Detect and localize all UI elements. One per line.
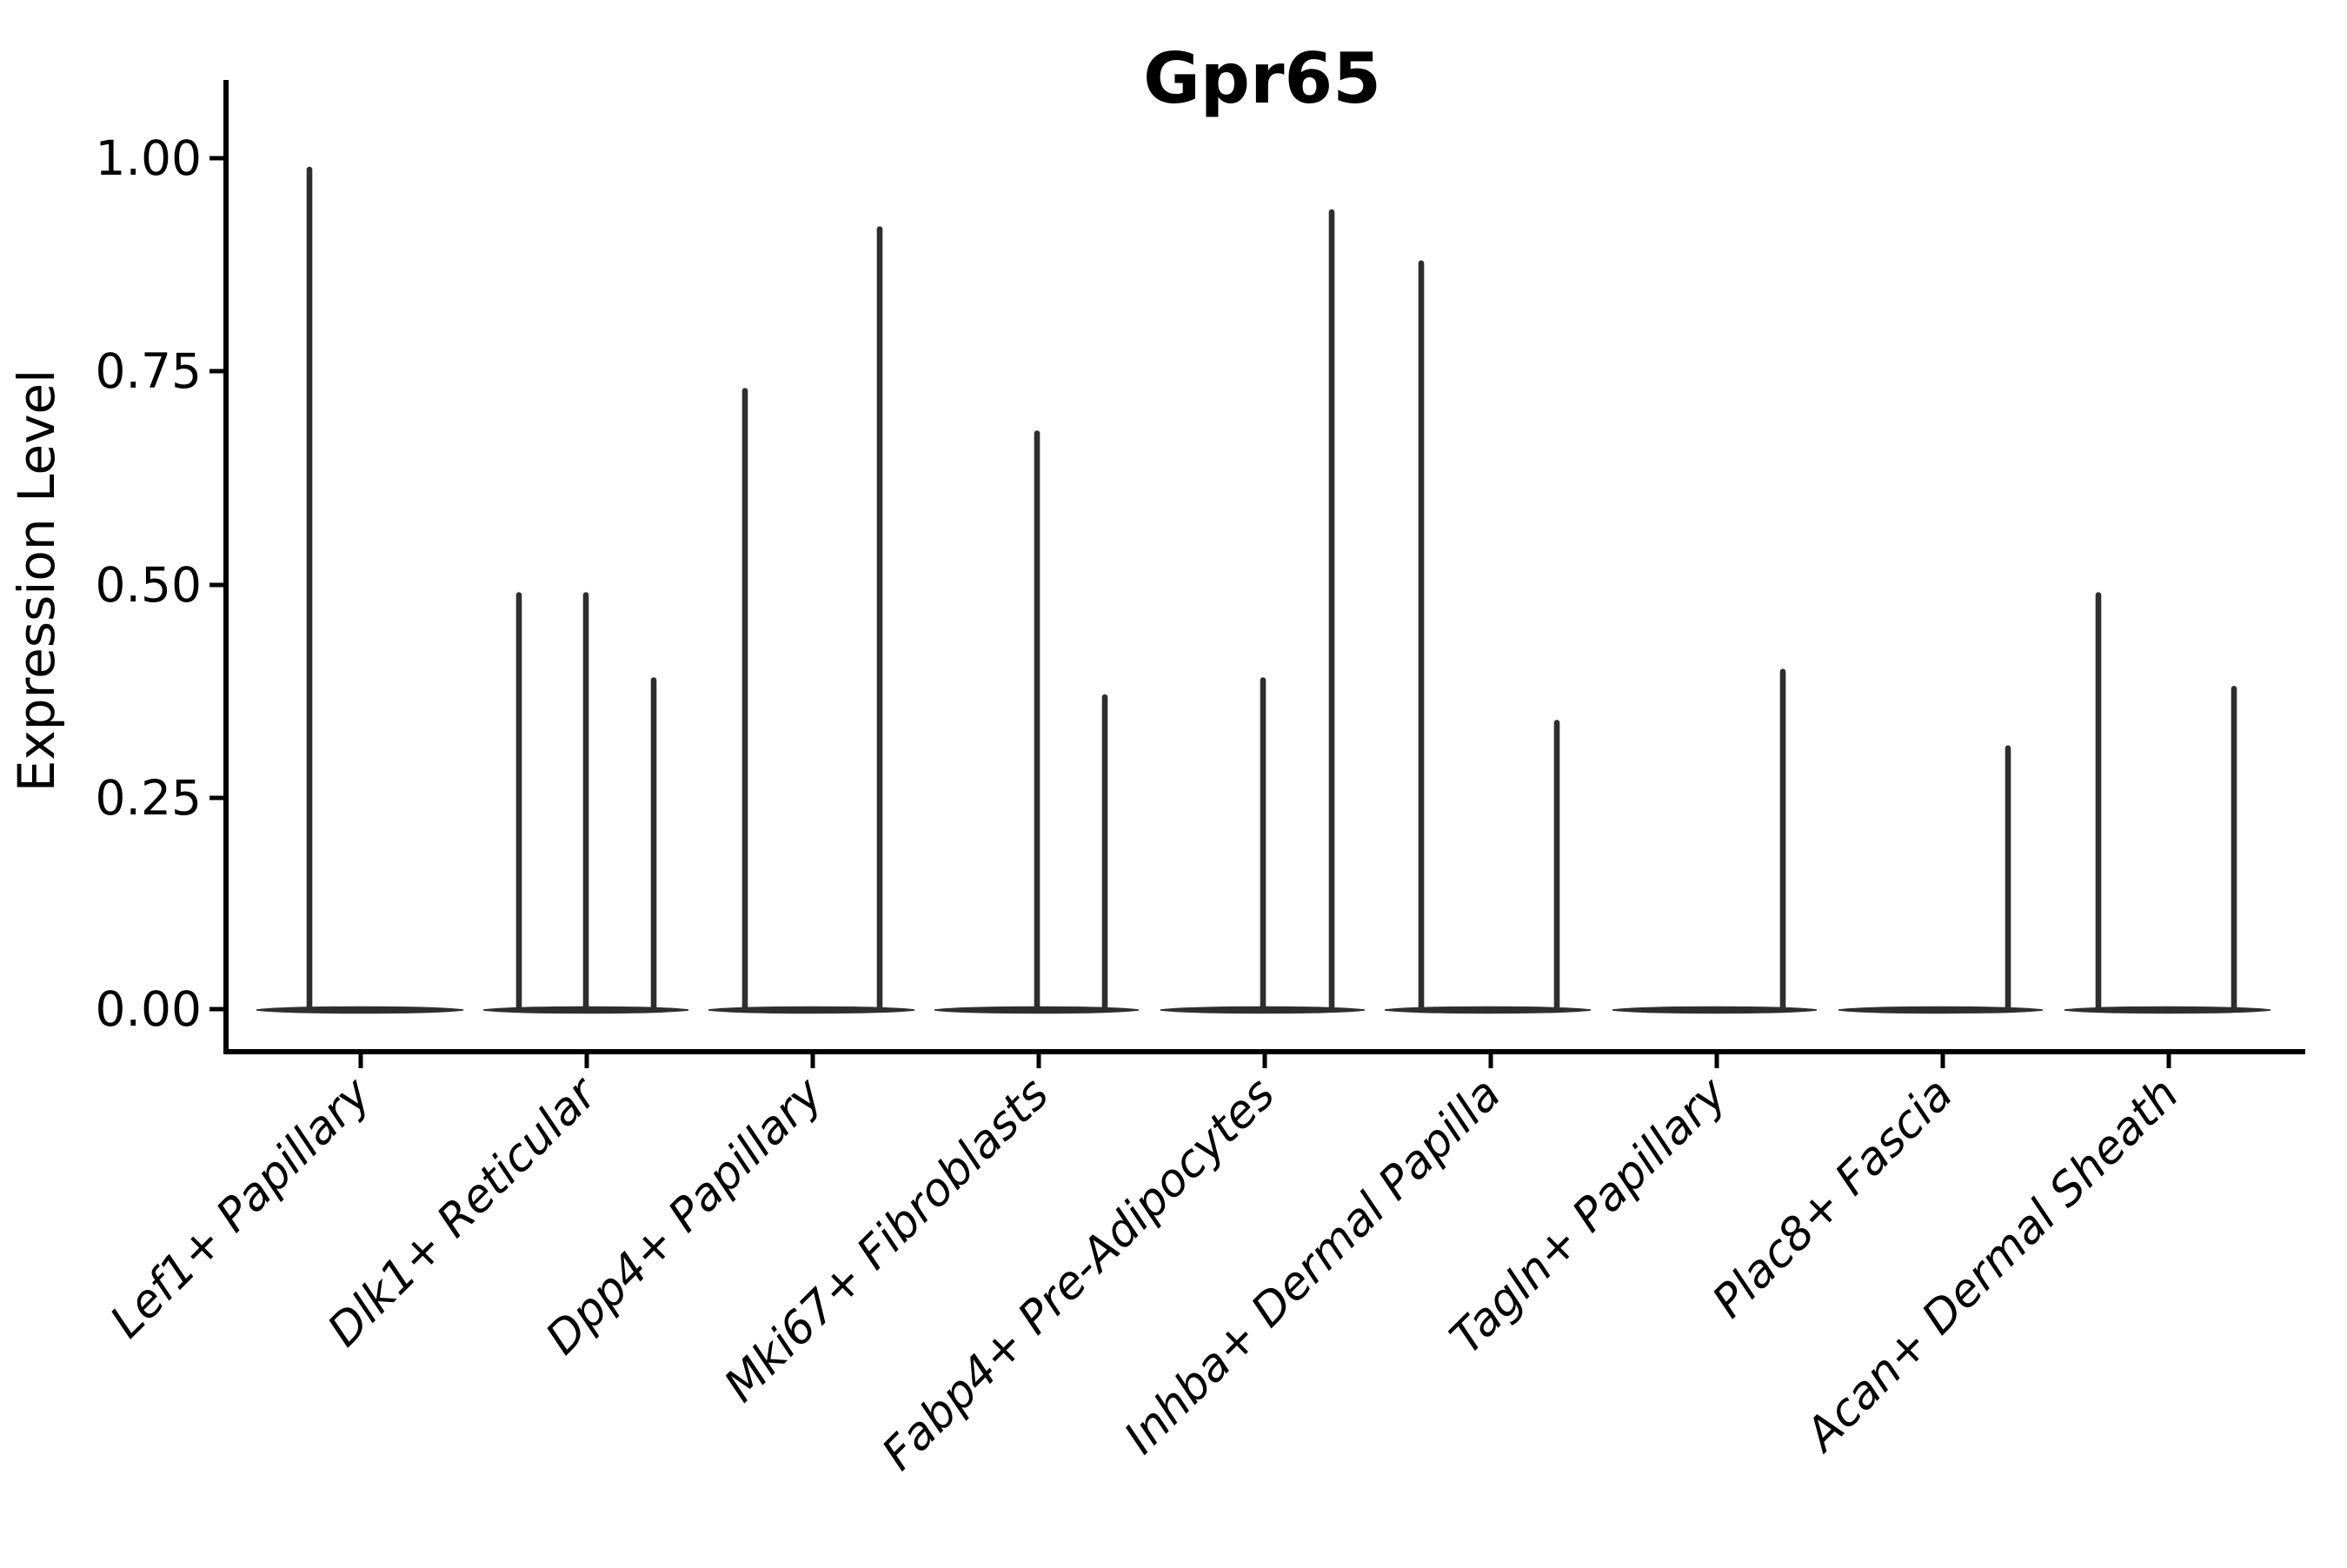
x-tick-label: Fabp4+ Pre-Adipocytes: [873, 1068, 1286, 1481]
violin: [256, 166, 464, 1014]
violin-base: [256, 1006, 464, 1014]
violin-spike: [1418, 260, 1425, 1011]
violin: [482, 592, 689, 1014]
y-axis-ticks: 0.00 0.25 0.50 0.75 1.00: [96, 130, 226, 1037]
violin-spike: [582, 592, 589, 1010]
violin: [1612, 668, 1818, 1014]
violin-spike: [1328, 209, 1335, 1011]
violin: [2064, 592, 2271, 1014]
violin-spike: [1553, 720, 1560, 1010]
y-tick-label: 0.00: [96, 981, 202, 1037]
violin-spike: [306, 166, 313, 1011]
violin-base: [934, 1006, 1140, 1014]
violin-base: [708, 1006, 915, 1014]
x-tick-label: Acan+ Dermal Sheath: [1794, 1068, 2189, 1463]
violin-spike: [1779, 668, 1786, 1010]
violin: [1160, 209, 1366, 1014]
violin-spike: [741, 388, 748, 1011]
violin-spike: [876, 226, 883, 1010]
x-tick-label: Inhba+ Dermal Papilla: [1114, 1068, 1511, 1465]
violin: [1838, 745, 2044, 1014]
violin-spike: [1034, 430, 1041, 1010]
violin-spike: [515, 592, 522, 1010]
violins: [256, 166, 2271, 1014]
y-tick-label: 0.25: [96, 770, 202, 826]
violin-spike: [2005, 745, 2011, 1010]
violin-base: [2064, 1006, 2271, 1014]
violin-spike: [1101, 694, 1108, 1010]
violin-base: [1612, 1006, 1818, 1014]
violin-spike: [2095, 592, 2102, 1010]
violin-base: [1838, 1006, 2044, 1014]
chart-title: Gpr65: [1143, 38, 1381, 119]
violin-base: [1160, 1006, 1366, 1014]
violin-base: [1384, 1006, 1592, 1014]
y-tick-label: 0.75: [96, 343, 202, 399]
y-tick-label: 1.00: [96, 130, 202, 186]
y-axis-label: Expression Level: [7, 369, 66, 792]
y-tick-label: 0.50: [96, 557, 202, 613]
violin-spike: [650, 677, 657, 1010]
violin: [708, 226, 915, 1014]
x-tick-label: Plac8+ Fascia: [1703, 1068, 1963, 1328]
violin-spike: [1260, 677, 1267, 1010]
violin: [1384, 260, 1592, 1014]
violin: [934, 430, 1140, 1014]
violin-spike: [2231, 685, 2237, 1010]
